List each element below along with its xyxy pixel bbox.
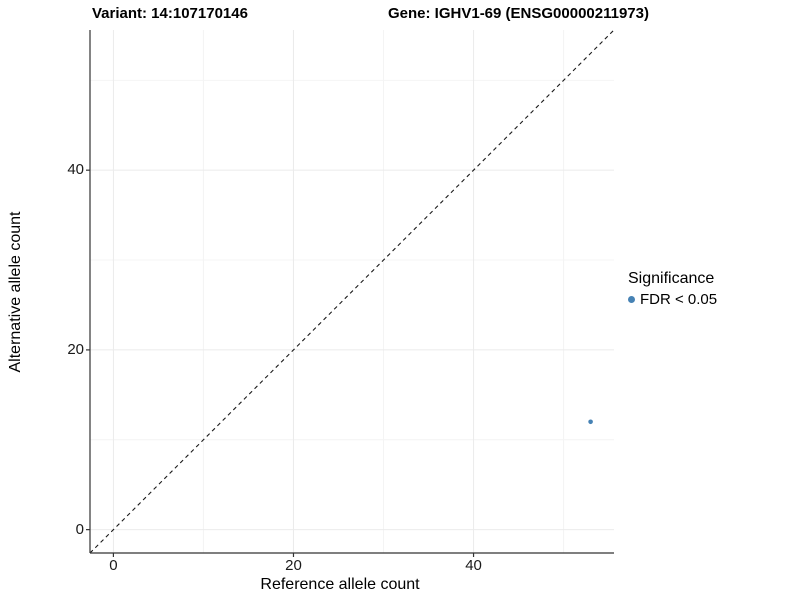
legend-title: Significance bbox=[628, 270, 715, 287]
legend: Significance FDR < 0.05 bbox=[628, 270, 717, 308]
plot-title-gene: Gene: IGHV1-69 (ENSG00000211973) bbox=[388, 5, 649, 22]
legend-entry-label: FDR < 0.05 bbox=[640, 291, 718, 308]
legend-entry: FDR < 0.05 bbox=[628, 291, 717, 308]
y-axis-title: Alternative allele count bbox=[7, 211, 24, 373]
plot-title-variant: Variant: 14:107170146 bbox=[92, 5, 248, 22]
identity-dashed-line bbox=[89, 29, 615, 554]
legend-point-icon bbox=[628, 296, 635, 303]
x-axis-title: Reference allele count bbox=[260, 576, 420, 593]
data-point bbox=[588, 419, 593, 425]
